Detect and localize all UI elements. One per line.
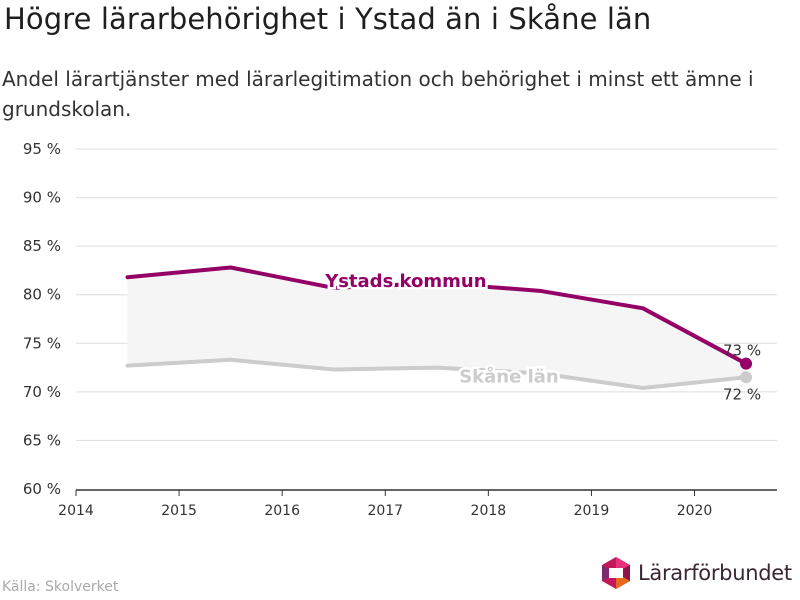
ystad-line [125, 265, 749, 366]
x-tick-label: 2015 [161, 503, 197, 519]
y-tick-label: 60 % [23, 480, 61, 498]
x-tick-label: 2016 [264, 503, 300, 519]
y-tick-label: 90 % [23, 189, 61, 207]
y-tick-label: 80 % [23, 286, 61, 304]
y-tick-label: 75 % [23, 334, 61, 352]
y-tick-label: 95 % [23, 140, 61, 158]
brand-name: Lärarförbundet [638, 561, 792, 585]
chart-title: Högre lärarbehörighet i Ystad än i Skåne… [4, 2, 652, 36]
brand-logo-icon [602, 557, 630, 589]
ystad-line-end-marker [740, 357, 753, 370]
y-tick-label: 85 % [23, 237, 61, 255]
end-value-label: 72 % [723, 385, 761, 403]
x-tick-label: 2017 [367, 503, 403, 519]
range-band [127, 267, 747, 388]
y-tick-label: 65 % [23, 431, 61, 449]
end-value-label: 73 % [723, 342, 761, 360]
skane-line [125, 357, 749, 390]
skane-line-end-marker [740, 371, 753, 384]
series-label: Skåne län [459, 365, 559, 387]
y-tick-label: 70 % [23, 383, 61, 401]
series-label: Ystads kommun [324, 271, 486, 292]
x-tick-label: 2020 [677, 503, 713, 519]
brand-logo: Lärarförbundet [600, 556, 792, 590]
x-tick-label: 2019 [574, 503, 610, 519]
source-note: Källa: Skolverket [2, 579, 119, 595]
x-tick-label: 2018 [471, 503, 507, 519]
chart-subtitle: Andel lärartjänster med lärarlegitimatio… [2, 67, 754, 121]
x-tick-label: 2014 [58, 503, 94, 519]
